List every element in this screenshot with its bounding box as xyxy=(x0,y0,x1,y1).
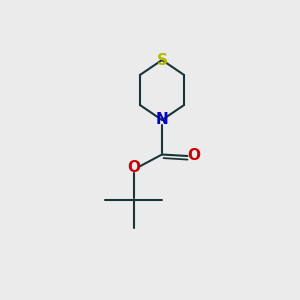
Text: S: S xyxy=(157,52,167,68)
Text: O: O xyxy=(187,148,200,164)
Text: N: N xyxy=(156,112,168,128)
Text: O: O xyxy=(127,160,140,175)
